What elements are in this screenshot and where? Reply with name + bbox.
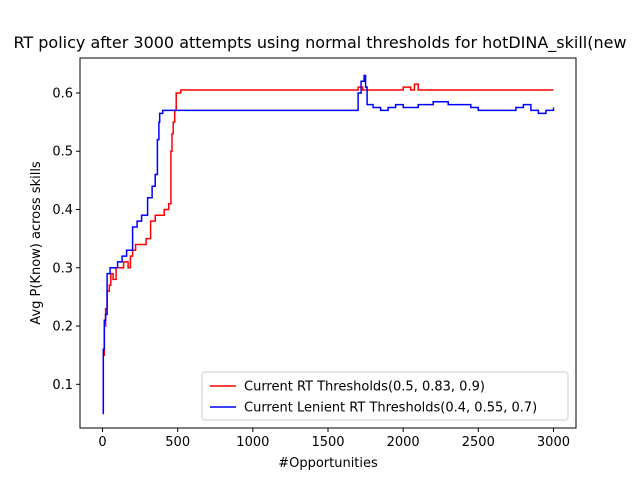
legend-label-0: Current RT Thresholds(0.5, 0.83, 0.9) — [244, 380, 485, 395]
series-layer — [102, 74, 555, 415]
y-tick-label: 0.5 — [52, 145, 73, 160]
y-tick-label: 0.6 — [52, 86, 73, 101]
y-tick-label: 0.2 — [52, 320, 73, 335]
x-tick-label: 500 — [165, 435, 190, 450]
x-tick-label: 2500 — [462, 435, 495, 450]
y-axis-label: Avg P(Know) across skills — [29, 161, 44, 325]
x-tick-label: 3000 — [537, 435, 570, 450]
x-axis-label: #Opportunities — [278, 456, 378, 471]
series-line-1 — [102, 74, 555, 415]
x-tick-label: 1000 — [236, 435, 269, 450]
x-tick-label: 0 — [98, 435, 106, 450]
x-tick-label: 2000 — [387, 435, 420, 450]
y-tick-label: 0.1 — [52, 378, 73, 393]
legend-label-1: Current Lenient RT Thresholds(0.4, 0.55,… — [244, 401, 537, 416]
chart-title: RT policy after 3000 attempts using norm… — [13, 33, 626, 53]
y-tick-label: 0.4 — [52, 203, 73, 218]
x-tick-label: 1500 — [311, 435, 344, 450]
legend-box — [201, 371, 569, 421]
series-line-0 — [102, 83, 554, 415]
y-axis: 0.1 0.2 0.3 0.4 0.5 0.6 — [52, 86, 80, 393]
x-axis: 0 500 1000 1500 2000 2500 3000 — [98, 428, 570, 450]
y-tick-label: 0.3 — [52, 261, 73, 276]
legend: Current RT Thresholds(0.5, 0.83, 0.9) Cur… — [201, 371, 569, 421]
